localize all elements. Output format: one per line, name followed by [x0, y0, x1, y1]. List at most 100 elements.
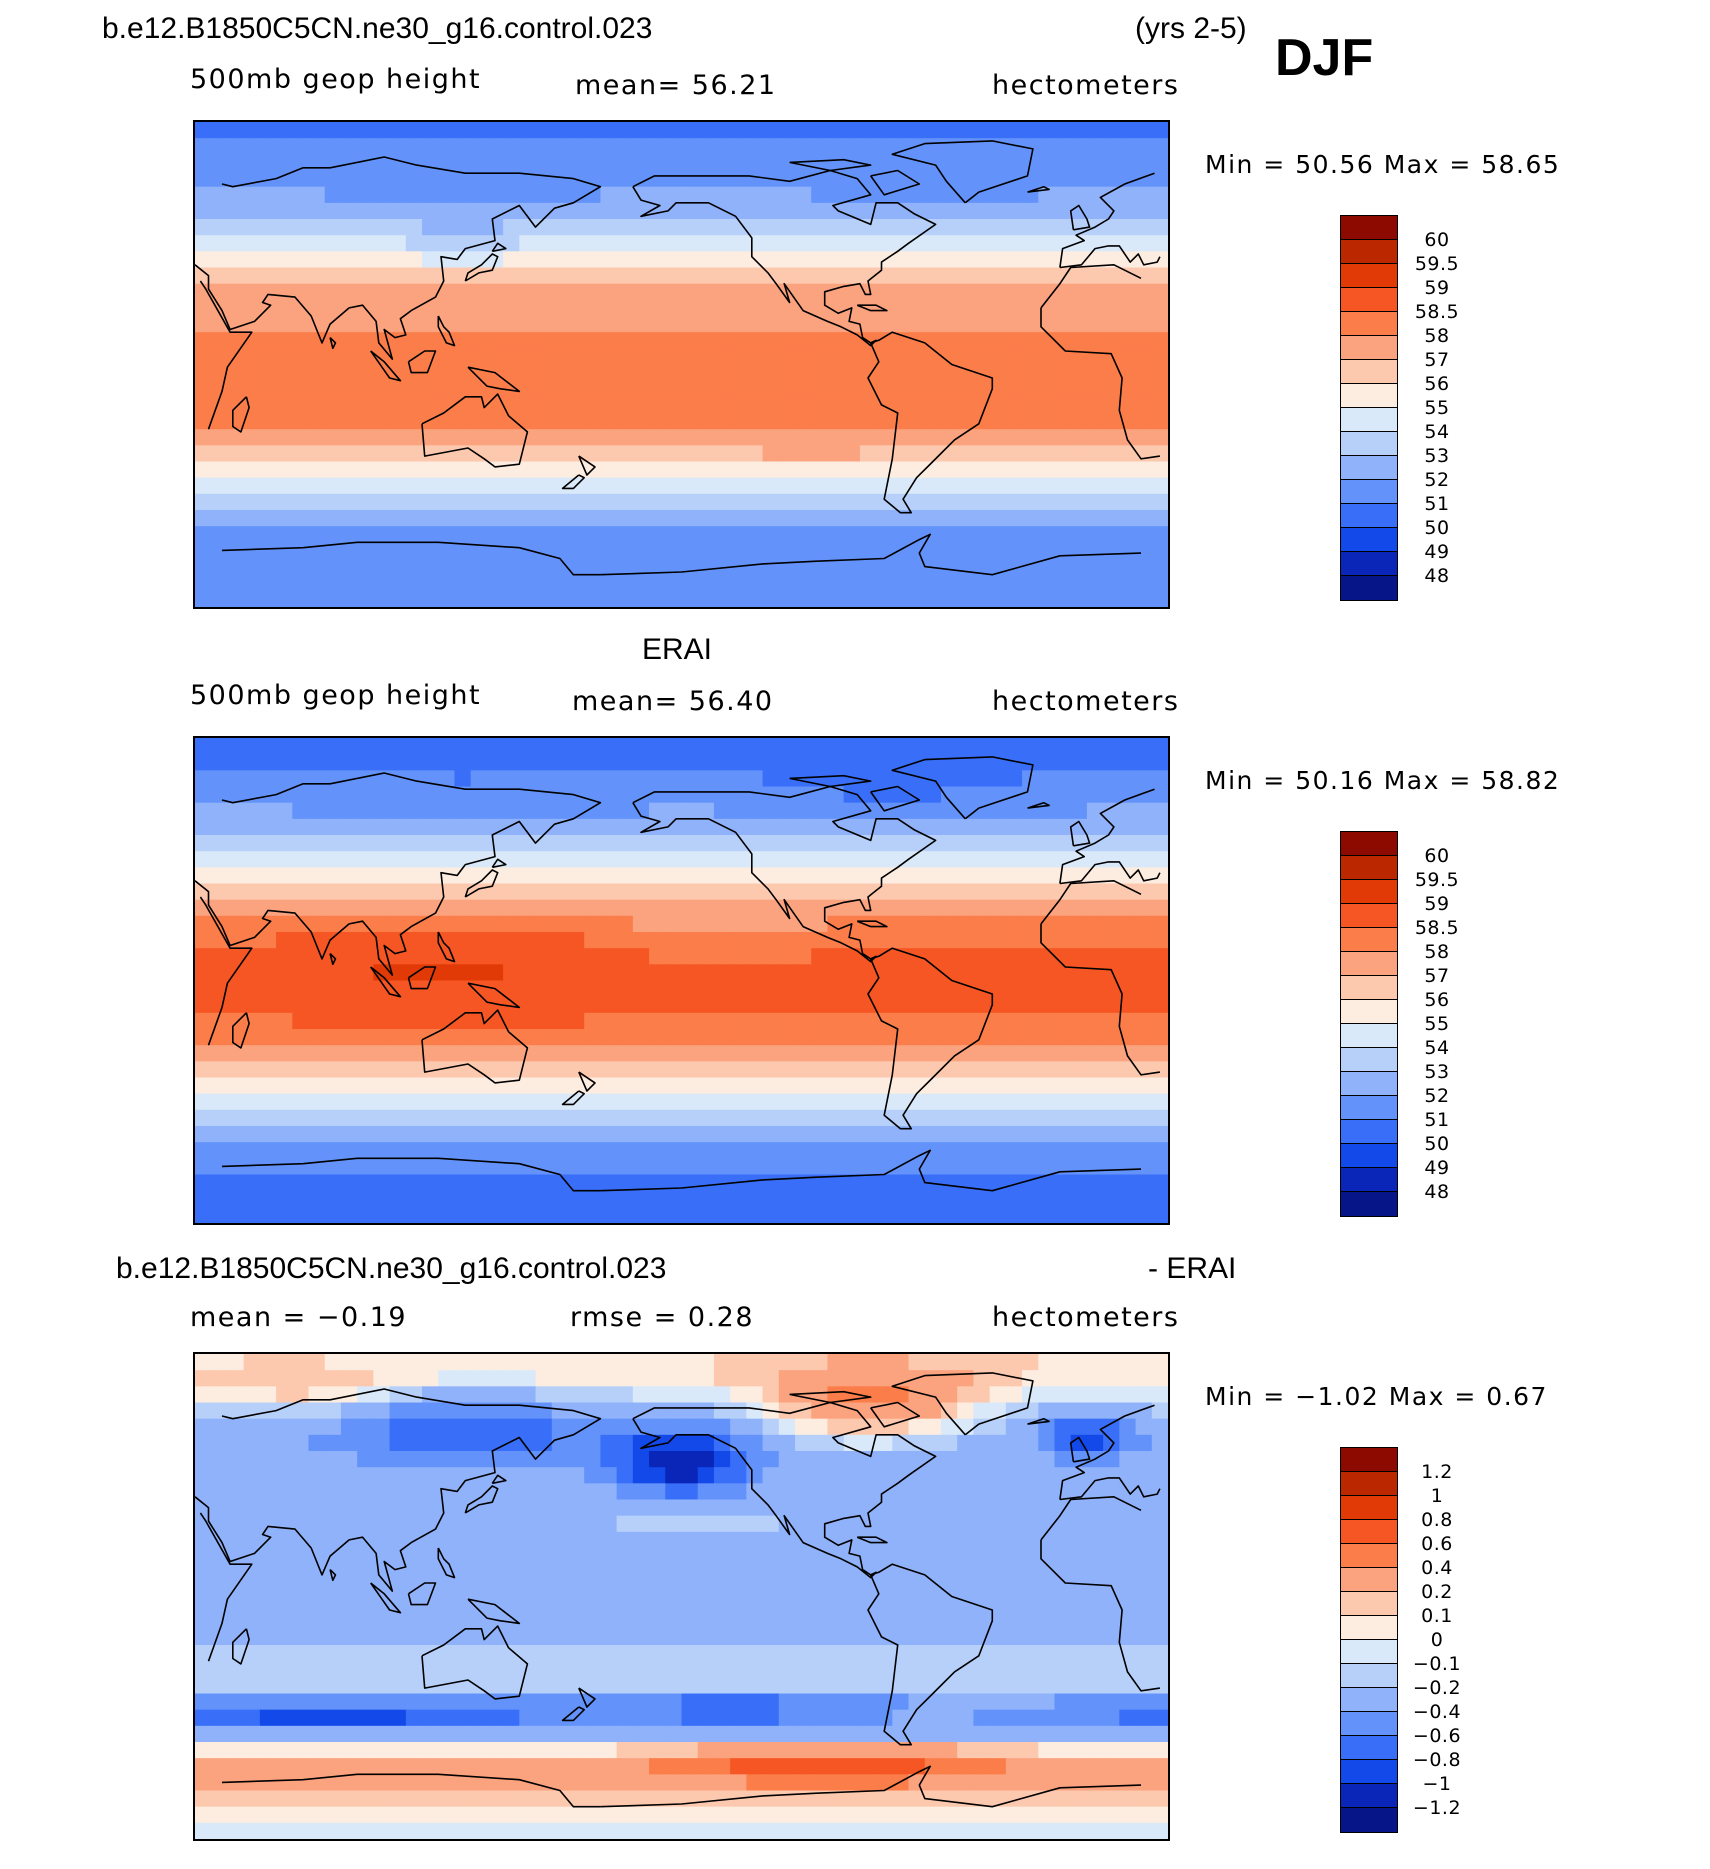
- field-cell: [519, 1483, 537, 1501]
- field-cell: [195, 851, 212, 868]
- field-cell: [195, 1126, 212, 1143]
- field-cell: [697, 413, 715, 430]
- field-cell: [1135, 1077, 1153, 1095]
- field-cell: [357, 396, 374, 414]
- field-cell: [697, 251, 715, 269]
- field-cell: [422, 1174, 439, 1192]
- field-cell: [324, 590, 342, 607]
- field-cell: [600, 1677, 618, 1695]
- field-cell: [405, 1612, 423, 1630]
- field-cell: [778, 493, 796, 511]
- field-cell: [259, 396, 277, 414]
- coastline-africa: [1040, 264, 1142, 309]
- field-cell: [713, 510, 731, 527]
- field-cell: [227, 267, 245, 285]
- field-cell: [876, 445, 893, 463]
- field-cell: [357, 786, 374, 804]
- field-cell: [1086, 348, 1104, 366]
- field-cell: [811, 283, 829, 301]
- field-cell: [276, 867, 293, 885]
- field-cell: [843, 510, 861, 527]
- field-cell: [584, 1386, 602, 1404]
- field-cell: [292, 542, 310, 560]
- field-cell: [357, 1109, 374, 1127]
- field-cell: [924, 1645, 942, 1662]
- field-cell: [697, 590, 715, 607]
- field-cell: [827, 1142, 845, 1159]
- field-cell: [876, 818, 893, 836]
- field-cell: [1103, 1174, 1120, 1192]
- field-cell: [649, 980, 666, 998]
- field-cell: [1103, 186, 1120, 204]
- field-cell: [908, 348, 926, 366]
- field-cell: [908, 154, 926, 172]
- field-cell: [665, 932, 683, 949]
- field-cell: [681, 1386, 699, 1404]
- field-cell: [859, 1515, 877, 1533]
- field-cell: [600, 429, 618, 446]
- field-cell: [681, 1354, 699, 1371]
- field-cell: [989, 851, 1007, 868]
- field-cell: [308, 1596, 326, 1614]
- field-cell: [778, 1190, 796, 1208]
- field-cell: [259, 526, 277, 543]
- field-cell: [405, 1661, 423, 1678]
- field-cell: [1070, 1418, 1088, 1436]
- field-cell: [1070, 1174, 1088, 1192]
- field-cell: [1086, 316, 1104, 333]
- field-cell: [373, 1467, 391, 1484]
- field-cell: [892, 1370, 910, 1387]
- field-cell: [616, 235, 634, 252]
- field-cell: [876, 1596, 893, 1614]
- field-cell: [438, 1126, 456, 1143]
- field-cell: [243, 542, 261, 560]
- field-cell: [876, 299, 893, 317]
- field-cell: [697, 219, 715, 236]
- field-cell: [340, 1370, 358, 1387]
- field-cell: [1086, 818, 1104, 836]
- field-cell: [292, 1190, 310, 1208]
- field-cell: [957, 413, 974, 430]
- field-cell: [1103, 542, 1120, 560]
- field-cell: [519, 818, 537, 836]
- field-cell: [795, 445, 812, 463]
- field-cell: [340, 332, 358, 349]
- field-cell: [373, 1354, 391, 1371]
- field-cell: [567, 1596, 585, 1614]
- field-cell: [1151, 574, 1168, 592]
- field-cell: [876, 316, 893, 333]
- coastline-borneo: [407, 350, 437, 374]
- field-cell: [454, 170, 472, 188]
- field-cell: [795, 138, 812, 155]
- field-cell: [422, 1596, 439, 1614]
- field-cell: [1103, 396, 1120, 414]
- field-cell: [535, 364, 553, 382]
- field-cell: [1038, 1483, 1056, 1501]
- field-cell: [503, 1434, 520, 1452]
- field-cell: [1005, 867, 1023, 885]
- field-cell: [308, 235, 326, 252]
- field-cell: [1005, 1483, 1023, 1501]
- field-cell: [924, 251, 942, 269]
- field-cell: [746, 1580, 764, 1598]
- field-cell: [438, 1596, 456, 1614]
- field-cell: [940, 1548, 958, 1565]
- field-cell: [1103, 1580, 1120, 1598]
- field-cell: [616, 1142, 634, 1159]
- field-cell: [486, 754, 504, 771]
- field-cell: [308, 867, 326, 885]
- field-cell: [778, 1451, 796, 1468]
- field-cell: [438, 770, 456, 788]
- field-cell: [243, 1564, 261, 1581]
- field-cell: [892, 1467, 910, 1484]
- field-cell: [876, 1174, 893, 1192]
- field-cell: [1070, 948, 1088, 965]
- field-cell: [324, 348, 342, 366]
- field-cell: [876, 477, 893, 495]
- field-cell: [827, 380, 845, 398]
- field-cell: [811, 510, 829, 527]
- field-cell: [1005, 445, 1023, 463]
- field-cell: [567, 1531, 585, 1549]
- field-cell: [422, 1467, 439, 1484]
- field-cell: [1038, 948, 1056, 965]
